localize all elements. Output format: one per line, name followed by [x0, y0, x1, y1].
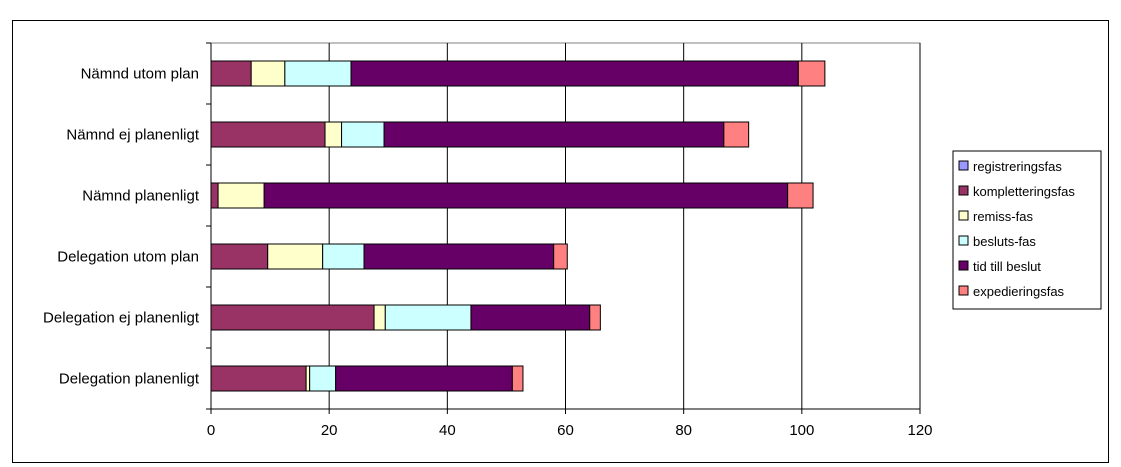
bar-segment-expedieringsfas	[553, 243, 568, 270]
bar-segment-kompletteringsfas	[210, 365, 307, 392]
stacked-bar-chart: 0 20 40 60 80 100 120 Nämnd utom plan Nämnd ej p…	[43, 42, 1102, 439]
x-tick-label: 100	[789, 422, 814, 439]
x-tick-label: 80	[675, 422, 692, 439]
legend-label: kompletteringsfas	[973, 184, 1075, 199]
bar-segment-kompletteringsfas	[210, 304, 375, 331]
bar-segment-besluts-fas	[384, 304, 472, 331]
legend-label: tid till beslut	[973, 259, 1041, 274]
legend-swatch	[958, 210, 969, 221]
bar-segment-expedieringsfas	[797, 60, 826, 87]
bar-segment-kompletteringsfas	[210, 182, 219, 209]
bar-segment-besluts-fas	[309, 365, 337, 392]
bar-segment-tid-till-beslut	[335, 365, 513, 392]
y-tick-label: Delegation planenligt	[59, 371, 200, 388]
legend-swatch	[958, 235, 969, 246]
bar-segment-remiss-fas	[267, 243, 324, 270]
bar-segment-tid-till-beslut	[263, 182, 789, 209]
legend-swatch	[958, 185, 969, 196]
plot-area: 0 20 40 60 80 100 120 Nämnd utom plan Nämnd ej p…	[43, 42, 933, 439]
bar-segment-kompletteringsfas	[210, 121, 326, 148]
bar-segment-tid-till-beslut	[363, 243, 555, 270]
bar-segment-tid-till-beslut	[383, 121, 725, 148]
bar-segment-remiss-fas	[217, 182, 265, 209]
legend-label: besluts-fas	[973, 234, 1036, 249]
x-tick-label: 120	[907, 422, 932, 439]
bar-segment-besluts-fas	[341, 121, 385, 148]
x-tick-label: 40	[439, 422, 456, 439]
x-tick-label: 0	[207, 422, 215, 439]
legend-swatch	[958, 160, 969, 171]
bar-segment-remiss-fas	[324, 121, 343, 148]
bar-segment-expedieringsfas	[787, 182, 814, 209]
legend-label: expedieringsfas	[973, 284, 1065, 299]
y-tick-label: Delegation utom plan	[57, 249, 199, 266]
bar-segment-expedieringsfas	[723, 121, 750, 148]
x-tick-label: 60	[557, 422, 574, 439]
bar-segment-remiss-fas	[305, 365, 311, 392]
bar-segment-remiss-fas	[373, 304, 386, 331]
bar-segment-besluts-fas	[322, 243, 365, 270]
legend-swatch	[958, 260, 969, 271]
legend-label: registreringsfas	[973, 159, 1062, 174]
legend: registreringsfas kompletteringsfas remiss-…	[952, 150, 1102, 310]
bar-segment-tid-till-beslut	[470, 304, 591, 331]
bar-segment-kompletteringsfas	[210, 243, 269, 270]
x-tick-label: 20	[321, 422, 338, 439]
y-tick-label: Nämnd utom plan	[81, 66, 199, 83]
bar-segment-tid-till-beslut	[350, 60, 799, 87]
y-tick-label: Nämnd planenligt	[82, 188, 200, 205]
bar-segment-expedieringsfas	[511, 365, 524, 392]
chart-area: 0 20 40 60 80 100 120 Nämnd utom plan Nämnd ej p…	[12, 20, 1109, 463]
y-tick-label: Delegation ej planenligt	[43, 310, 200, 327]
legend-box	[952, 150, 1102, 310]
legend-swatch	[958, 285, 969, 296]
legend-label: remiss-fas	[973, 209, 1033, 224]
y-tick-label: Nämnd ej planenligt	[66, 127, 199, 144]
bar-segment-besluts-fas	[284, 60, 352, 87]
bar-segment-kompletteringsfas	[210, 60, 252, 87]
bar-segment-expedieringsfas	[589, 304, 601, 331]
bar-segment-remiss-fas	[250, 60, 286, 87]
